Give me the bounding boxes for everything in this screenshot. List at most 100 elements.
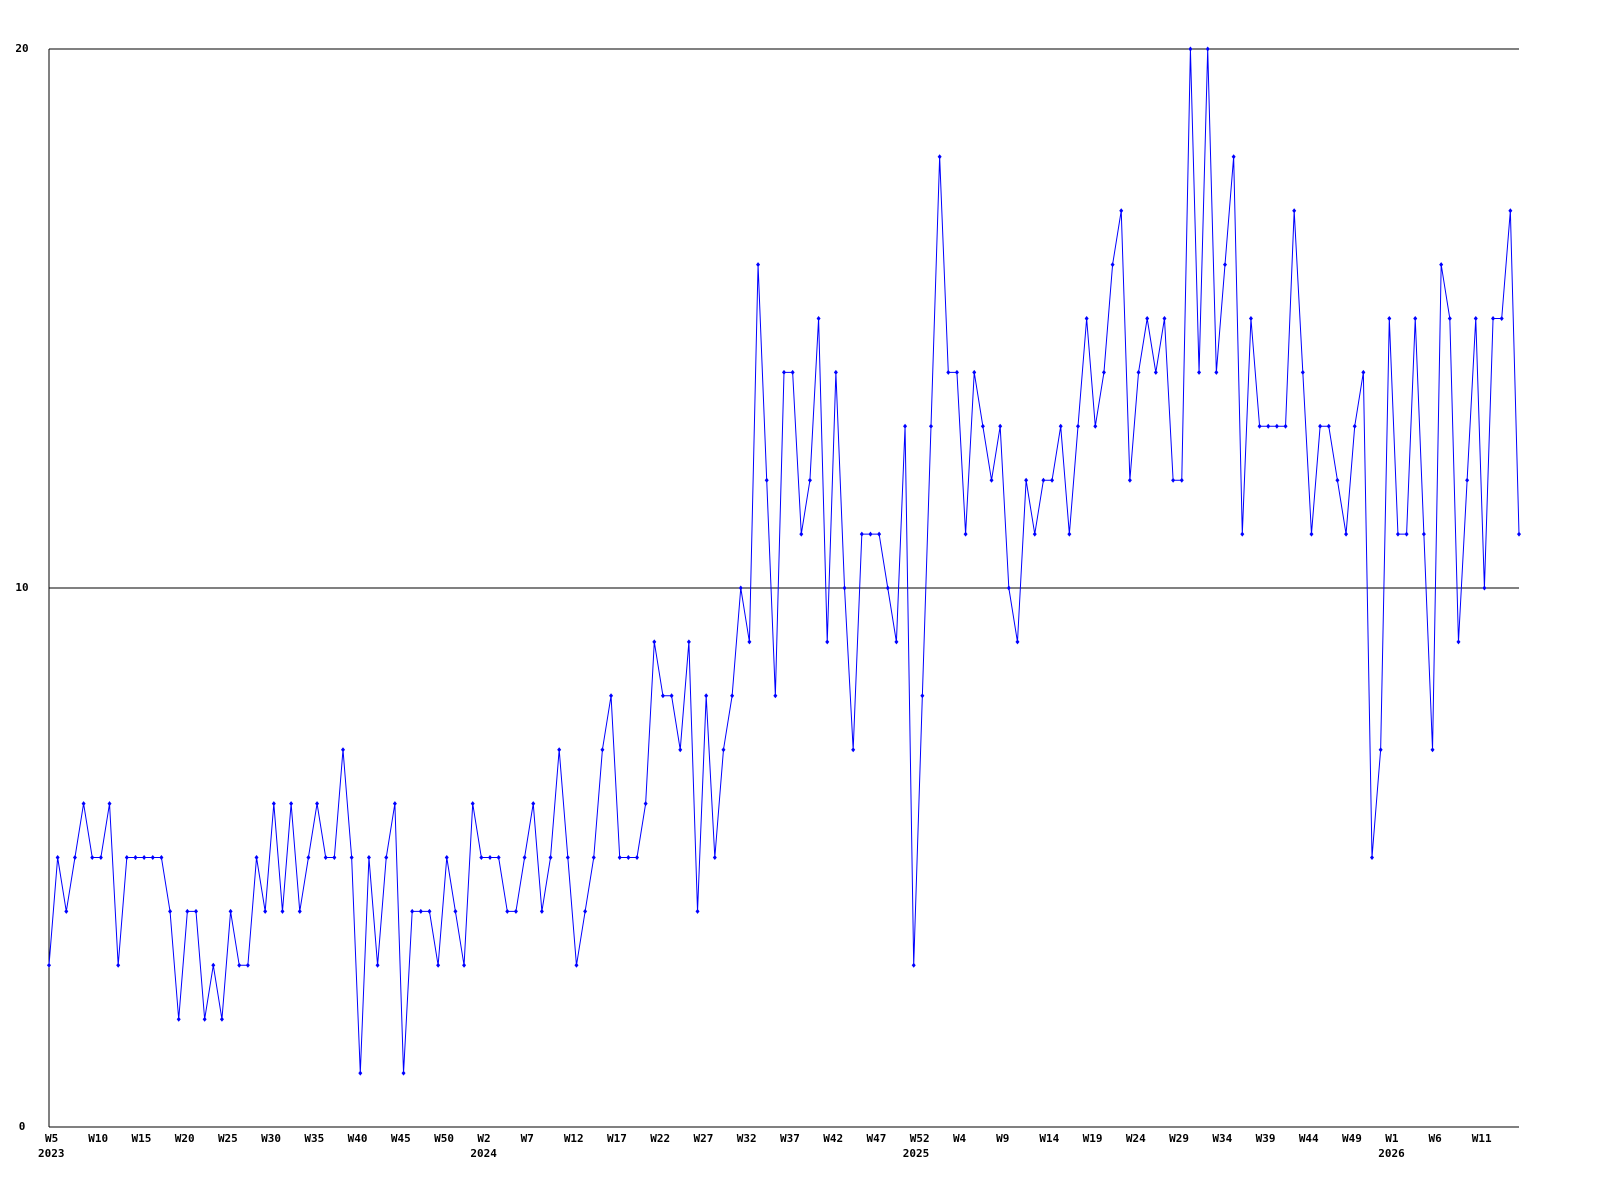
point: [263, 908, 268, 914]
point: [306, 855, 311, 860]
point: [237, 962, 242, 968]
point: [1387, 316, 1392, 321]
x-year-label: 2023: [38, 1147, 65, 1160]
x-tick-label: W37: [780, 1132, 800, 1145]
point: [176, 1016, 181, 1022]
point: [410, 908, 415, 914]
point: [859, 531, 864, 537]
point: [954, 369, 959, 375]
point: [358, 1070, 363, 1076]
point: [1145, 316, 1150, 321]
point: [1119, 208, 1124, 214]
x-tick-label: W34: [1212, 1132, 1232, 1145]
point: [764, 477, 769, 483]
point: [1257, 423, 1262, 429]
point: [911, 962, 916, 968]
point: [1136, 369, 1141, 375]
point: [392, 801, 397, 807]
point: [98, 855, 103, 860]
point: [1197, 369, 1202, 375]
point: [842, 585, 847, 591]
x-tick-label: W24: [1126, 1132, 1146, 1145]
point: [1352, 423, 1357, 429]
point: [652, 639, 657, 645]
x-tick-label: W52: [910, 1132, 930, 1145]
x-tick-label: W11: [1472, 1132, 1492, 1145]
point: [401, 1070, 406, 1076]
point: [453, 908, 458, 914]
point: [1041, 477, 1046, 483]
point: [1344, 531, 1349, 537]
point: [202, 1016, 207, 1022]
point: [1006, 585, 1011, 591]
point: [1439, 262, 1444, 268]
point: [211, 962, 216, 968]
point: [1456, 639, 1461, 645]
x-tick-label: W6: [1429, 1132, 1443, 1145]
point: [721, 747, 726, 753]
point: [228, 908, 233, 914]
point: [686, 639, 691, 645]
point: [1378, 747, 1383, 753]
x-tick-label: W22: [650, 1132, 670, 1145]
point: [972, 369, 977, 375]
x-tick-label: W19: [1083, 1132, 1103, 1145]
point: [1274, 423, 1279, 429]
point: [297, 908, 302, 914]
point: [1404, 531, 1409, 537]
x-tick-label: W20: [175, 1132, 195, 1145]
y-tick-label: 20: [15, 42, 28, 55]
point: [1309, 531, 1314, 537]
point: [219, 1016, 224, 1022]
x-tick-label: W44: [1299, 1132, 1319, 1145]
point: [479, 855, 484, 860]
point: [920, 693, 925, 699]
point: [591, 855, 596, 860]
point: [1300, 369, 1305, 375]
point: [1370, 855, 1374, 860]
point: [1240, 531, 1245, 537]
point: [64, 908, 69, 914]
point: [245, 962, 250, 968]
point: [704, 693, 709, 699]
point: [1171, 477, 1176, 483]
point: [799, 531, 804, 537]
point: [1214, 369, 1219, 375]
point: [1248, 316, 1253, 321]
x-tick-label: W30: [261, 1132, 281, 1145]
point: [998, 423, 1003, 429]
point: [963, 531, 968, 537]
point: [254, 855, 259, 860]
point: [669, 693, 674, 699]
point: [1326, 423, 1331, 429]
point: [660, 693, 665, 699]
y-tick-label: 10: [15, 581, 28, 594]
point: [773, 693, 778, 699]
point: [712, 855, 717, 860]
point: [539, 908, 544, 914]
x-year-label: 2026: [1378, 1147, 1405, 1160]
point: [565, 855, 570, 860]
point: [1032, 531, 1037, 537]
point: [1084, 316, 1089, 321]
point: [1361, 369, 1366, 375]
point: [332, 855, 337, 860]
x-tick-label: W35: [304, 1132, 324, 1145]
point: [142, 855, 147, 860]
point: [1127, 477, 1132, 483]
point: [1231, 154, 1236, 160]
x-year-label: 2024: [470, 1147, 497, 1160]
point: [418, 908, 423, 914]
point: [738, 585, 743, 591]
point: [929, 423, 933, 429]
point: [47, 962, 51, 968]
point: [635, 855, 639, 860]
point: [946, 369, 951, 375]
x-tick-label: W2: [477, 1132, 490, 1145]
point: [903, 423, 908, 429]
point: [782, 369, 786, 375]
point: [730, 693, 735, 699]
point: [695, 908, 700, 914]
